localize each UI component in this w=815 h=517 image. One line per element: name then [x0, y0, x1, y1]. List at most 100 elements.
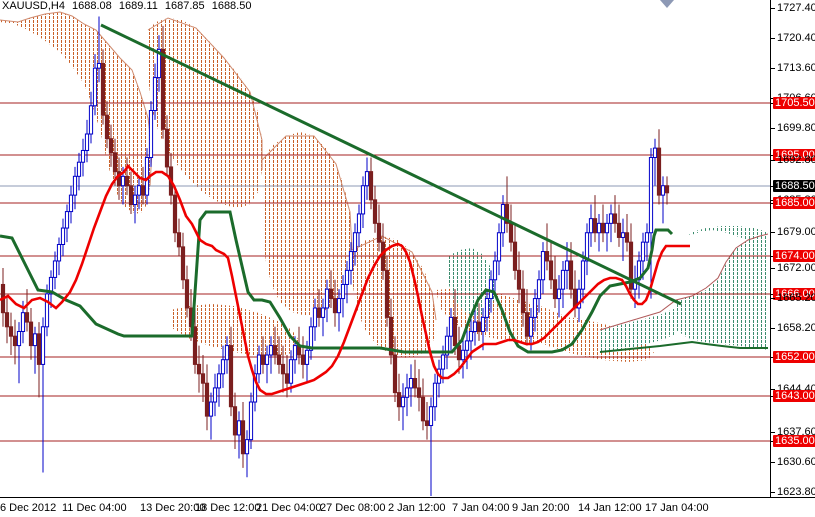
ohlc-open: 1688.08: [72, 0, 112, 12]
candle-body: [528, 316, 534, 337]
candle-body: [592, 218, 598, 234]
price-level-badge: 1635.00: [773, 435, 815, 447]
candle-body: [380, 241, 386, 271]
candle-body: [304, 349, 310, 365]
candle-body: [28, 321, 34, 347]
candle-body: [336, 298, 342, 314]
candle-body: [348, 251, 354, 271]
candle-body: [164, 128, 170, 168]
candle-body: [268, 345, 274, 356]
candle-body: [384, 269, 390, 318]
candle-body: [612, 213, 618, 224]
time-axis[interactable]: 6 Dec 2012 11 Dec 04:00 13 Dec 20:00 18 Dec…: [0, 497, 815, 517]
time-axis-label: 11 Dec 04:00: [62, 502, 127, 514]
candle-body: [508, 222, 514, 243]
candle-body: [460, 349, 466, 361]
time-axis-label: 2 Jan 12:00: [388, 502, 446, 514]
candle-body: [376, 222, 382, 243]
candle-body: [620, 232, 626, 238]
price-level-badge: 1666.00: [773, 288, 815, 300]
candle-body: [604, 222, 610, 234]
ohlc-close: 1688.50: [211, 0, 252, 12]
price-axis-tick: [771, 462, 775, 463]
candle-body: [588, 218, 594, 234]
candle-body: [524, 312, 530, 337]
candle-body: [640, 241, 646, 262]
candle-body: [368, 171, 374, 201]
chart-header: XAUUSD,H4 1688.08 1689.11 1687.85 1688.5…: [2, 0, 255, 12]
candle-body: [656, 147, 662, 196]
candle-body: [532, 298, 538, 318]
price-axis-tick: [771, 328, 775, 329]
candle-body: [176, 232, 182, 248]
time-axis-label: 27 Dec 08:00: [320, 502, 386, 514]
candle-body: [552, 279, 558, 300]
ohlc-low: 1687.85: [164, 0, 205, 12]
candle-body: [276, 354, 282, 365]
candle-body: [352, 232, 358, 253]
candle-body: [220, 359, 226, 375]
candle-body: [316, 307, 322, 318]
price-axis-label: 1644.40: [777, 383, 815, 395]
candle-body: [488, 279, 494, 300]
price-axis-label: 1665.20: [777, 292, 815, 304]
candle-body: [232, 406, 238, 436]
candle-body: [172, 194, 178, 234]
candle-body: [52, 260, 58, 278]
candle-body: [8, 326, 14, 337]
candle-body: [580, 260, 586, 290]
price-axis-tick: [771, 8, 775, 9]
candle-body: [196, 363, 202, 375]
kijun-sen-line: [0, 210, 674, 354]
plot-area[interactable]: XAUUSD,H4 1688.08 1689.11 1687.85 1688.5…: [0, 0, 770, 497]
candle-body: [280, 363, 286, 375]
price-axis-label: 1637.60: [777, 426, 815, 438]
candle-body: [204, 382, 210, 417]
time-axis-label: 13 Dec 20:00: [140, 502, 206, 514]
candle-body: [60, 227, 66, 246]
candle-body: [512, 241, 518, 271]
candle-body: [556, 288, 562, 300]
candle-body: [396, 392, 402, 408]
candle-body: [392, 354, 398, 394]
candle-body: [624, 232, 630, 243]
candle-body: [664, 185, 670, 194]
candle-body: [68, 194, 74, 213]
candle-body: [40, 326, 46, 365]
down-arrow-marker[interactable]: [660, 0, 674, 8]
candle-body: [568, 260, 574, 290]
price-axis-label: 1623.80: [777, 486, 815, 498]
candle-body: [364, 171, 370, 187]
candle-body: [44, 293, 50, 328]
candle-body: [432, 382, 438, 408]
candle-body: [504, 204, 510, 224]
candle-body: [408, 378, 414, 389]
downtrend-line[interactable]: [100, 23, 682, 306]
candle-body: [412, 378, 418, 389]
time-axis-label: 17 Jan 04:00: [645, 502, 709, 514]
candle-body: [548, 260, 554, 281]
candle-body: [448, 316, 454, 337]
candle-body: [140, 185, 146, 196]
candle-body: [12, 335, 18, 347]
price-axis-label: 1658.20: [777, 322, 815, 334]
candle-body: [136, 185, 142, 196]
candle-body: [308, 326, 314, 351]
price-axis[interactable]: 1727.401720.401713.601706.601705.501699.…: [770, 0, 815, 498]
price-axis-tick: [771, 492, 775, 493]
candle-body: [452, 316, 458, 347]
candle-body: [292, 345, 298, 361]
candle-body: [360, 185, 366, 215]
candle-body: [244, 439, 250, 455]
chart-canvas: [0, 0, 770, 497]
time-axis-label: 6 Dec 2012: [0, 502, 57, 514]
candle-body: [344, 269, 350, 285]
price-axis-label: 1692.80: [777, 154, 815, 166]
candle-body: [476, 321, 482, 332]
price-axis-tick: [771, 268, 775, 269]
price-axis-label: 1720.40: [777, 32, 815, 44]
candle-body: [536, 279, 542, 300]
candle-body: [400, 396, 406, 408]
candle-body: [284, 373, 290, 384]
